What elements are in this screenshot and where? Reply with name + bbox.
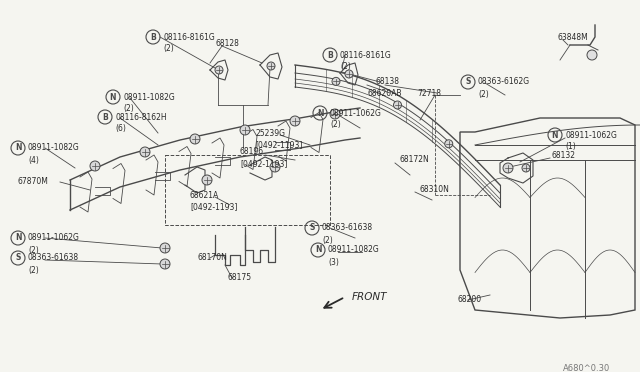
Text: B: B <box>327 51 333 60</box>
Circle shape <box>522 164 530 172</box>
Text: 63848M: 63848M <box>557 33 588 42</box>
Text: 25239G: 25239G <box>255 128 285 138</box>
Text: 08116-8161G: 08116-8161G <box>340 51 392 60</box>
Text: N: N <box>552 131 558 140</box>
Text: FRONT: FRONT <box>352 292 387 302</box>
Text: S: S <box>465 77 470 87</box>
Text: [0492-1193]: [0492-1193] <box>190 202 237 212</box>
Text: 08911-1082G: 08911-1082G <box>28 144 80 153</box>
Text: [0492-1193]: [0492-1193] <box>255 141 302 150</box>
Circle shape <box>394 101 401 109</box>
Circle shape <box>160 259 170 269</box>
Text: N: N <box>109 93 116 102</box>
Circle shape <box>345 70 353 78</box>
Circle shape <box>140 147 150 157</box>
Text: 68175: 68175 <box>228 273 252 282</box>
Text: 68621A: 68621A <box>190 190 220 199</box>
Text: 68620AB: 68620AB <box>367 89 401 97</box>
Text: 08911-1062G: 08911-1062G <box>28 234 80 243</box>
Circle shape <box>240 125 250 135</box>
Text: 08911-1062G: 08911-1062G <box>565 131 617 140</box>
Circle shape <box>267 62 275 70</box>
Text: (2): (2) <box>163 45 173 54</box>
Text: 08363-61638: 08363-61638 <box>28 253 79 263</box>
Text: (2): (2) <box>478 90 489 99</box>
Text: 67870M: 67870M <box>18 177 49 186</box>
Text: 08363-61638: 08363-61638 <box>322 224 373 232</box>
Text: 68132: 68132 <box>552 151 576 160</box>
Text: S: S <box>309 224 315 232</box>
Circle shape <box>332 77 340 85</box>
Circle shape <box>90 161 100 171</box>
Circle shape <box>215 66 223 74</box>
Text: (3): (3) <box>328 257 339 266</box>
Text: 68310N: 68310N <box>420 186 450 195</box>
Text: B: B <box>150 32 156 42</box>
Circle shape <box>202 175 212 185</box>
Text: (4): (4) <box>28 155 39 164</box>
Circle shape <box>330 109 340 119</box>
Text: 08116-8161G: 08116-8161G <box>163 32 215 42</box>
Text: (2): (2) <box>340 62 351 71</box>
Text: 68128: 68128 <box>215 38 239 48</box>
Text: B: B <box>102 112 108 122</box>
Text: 08363-6162G: 08363-6162G <box>478 77 530 87</box>
Circle shape <box>290 116 300 126</box>
Text: N: N <box>15 144 21 153</box>
Circle shape <box>190 134 200 144</box>
Text: (2): (2) <box>123 105 134 113</box>
Circle shape <box>270 162 280 172</box>
Text: 08116-8162H: 08116-8162H <box>115 112 166 122</box>
Text: (2): (2) <box>322 235 333 244</box>
Circle shape <box>445 140 452 148</box>
Text: 68172N: 68172N <box>400 155 429 164</box>
Text: 72718: 72718 <box>417 89 441 97</box>
Text: S: S <box>15 253 20 263</box>
Text: 68200: 68200 <box>458 295 482 305</box>
Circle shape <box>587 50 597 60</box>
Text: A680^0.30: A680^0.30 <box>563 364 610 372</box>
Text: 08911-1082G: 08911-1082G <box>123 93 175 102</box>
Text: 08911-1082G: 08911-1082G <box>328 246 380 254</box>
Circle shape <box>160 243 170 253</box>
Text: (1): (1) <box>565 142 576 151</box>
Text: (6): (6) <box>115 125 126 134</box>
Text: (2): (2) <box>28 266 39 275</box>
Text: N: N <box>15 234 21 243</box>
Text: [0492-1193]: [0492-1193] <box>240 160 287 169</box>
Text: N: N <box>317 109 323 118</box>
Text: (2): (2) <box>28 246 39 254</box>
Text: (2): (2) <box>330 121 340 129</box>
Text: 68170N: 68170N <box>197 253 227 263</box>
Text: 68138: 68138 <box>375 77 399 87</box>
Circle shape <box>503 163 513 173</box>
Text: 68196: 68196 <box>240 148 264 157</box>
Text: N: N <box>315 246 321 254</box>
Text: 08911-1062G: 08911-1062G <box>330 109 382 118</box>
